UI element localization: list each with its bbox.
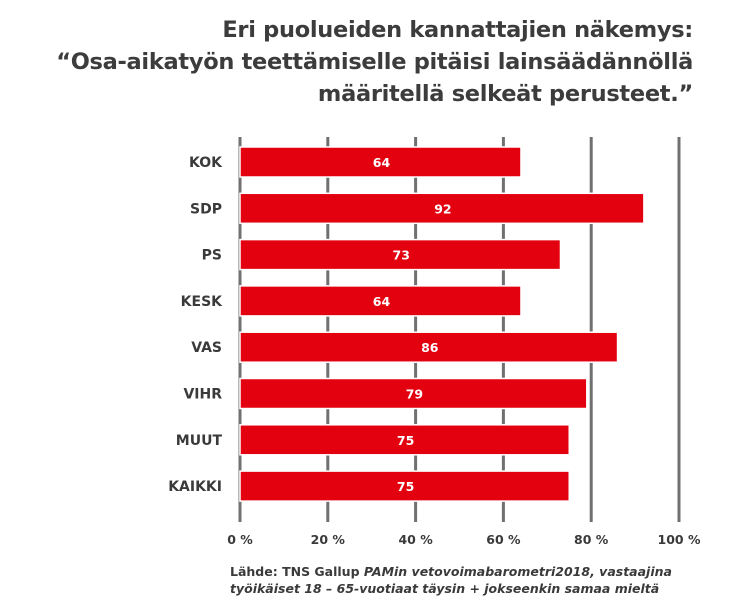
bar-muut bbox=[239, 424, 570, 456]
source-line-2: työikäiset 18 – 65-vuotiaat täysin + jok… bbox=[230, 580, 710, 597]
category-label-kesk: KESK bbox=[181, 294, 223, 310]
bar-vihr bbox=[239, 377, 588, 410]
bar-kok bbox=[239, 146, 522, 178]
category-label-ps: PS bbox=[202, 248, 222, 264]
bar-chart: 0 % 20 % 40 % 60 % 80 % 100 % KOK 64 SDP 92 PS 73 KE… bbox=[168, 137, 701, 547]
source-prefix: Lähde: TNS Gallup bbox=[230, 564, 364, 579]
data-label-ps: 73 bbox=[393, 248, 410, 263]
bar-ps bbox=[239, 238, 562, 271]
chart-title-line-1: Eri puolueiden kannattajien näkemys: bbox=[222, 17, 693, 43]
x-tick-label-80: 80 % bbox=[574, 532, 609, 547]
bar-vas bbox=[239, 331, 619, 363]
x-tick-label-60: 60 % bbox=[486, 532, 521, 547]
source-italic-2: työikäiset 18 – 65-vuotiaat täysin + jok… bbox=[230, 581, 660, 596]
category-label-muut: MUUT bbox=[176, 433, 223, 449]
data-label-vihr: 79 bbox=[406, 387, 423, 402]
data-label-kesk: 64 bbox=[373, 294, 391, 309]
x-tick-label-0: 0 % bbox=[227, 532, 253, 547]
category-label-sdp: SDP bbox=[190, 201, 222, 217]
chart-title-line-3: määritellä selkeät perusteet.” bbox=[317, 81, 693, 107]
x-tick-label-20: 20 % bbox=[311, 532, 346, 547]
chart-title-line-2: “Osa-aikatyön teettämiselle pitäisi lain… bbox=[56, 49, 693, 75]
category-label-kaikki: KAIKKI bbox=[168, 479, 222, 495]
x-tick-label-40: 40 % bbox=[398, 532, 433, 547]
chart-title: Eri puolueiden kannattajien näkemys: “Os… bbox=[56, 14, 693, 110]
bar-sdp bbox=[239, 192, 645, 225]
category-label-kok: KOK bbox=[189, 155, 223, 171]
bar-kesk bbox=[239, 285, 522, 317]
data-label-vas: 86 bbox=[421, 340, 439, 355]
category-label-vas: VAS bbox=[191, 340, 222, 356]
data-label-kok: 64 bbox=[373, 155, 391, 170]
data-label-muut: 75 bbox=[397, 433, 414, 448]
source-italic-1: PAMin vetovoimabarometri2018, vastaajina bbox=[363, 564, 672, 579]
source-note: Lähde: TNS Gallup PAMin vetovoimabaromet… bbox=[230, 563, 710, 597]
bar-kaikki bbox=[239, 470, 570, 502]
data-label-kaikki: 75 bbox=[397, 479, 414, 494]
category-label-vihr: VIHR bbox=[183, 387, 222, 403]
data-label-sdp: 92 bbox=[434, 201, 451, 216]
source-line-1: Lähde: TNS Gallup PAMin vetovoimabaromet… bbox=[230, 563, 710, 580]
x-tick-label-100: 100 % bbox=[658, 532, 701, 547]
